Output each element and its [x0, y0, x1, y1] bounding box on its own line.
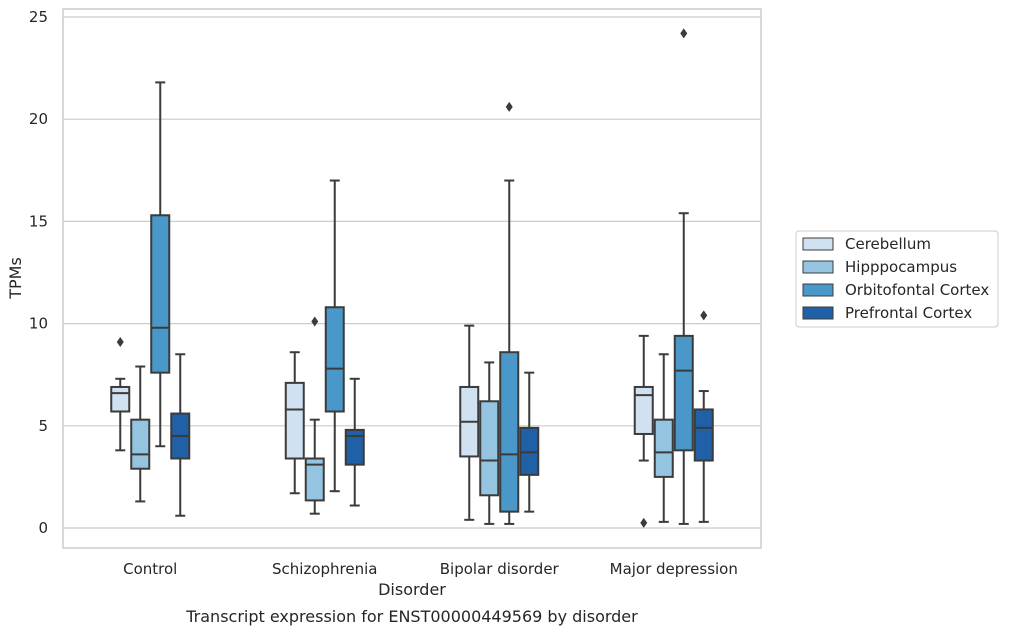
box-prefrontal-cortex-1 [344, 377, 365, 507]
boxes-layer [110, 28, 714, 528]
legend-swatch [802, 237, 834, 251]
box-cerebellum-3 [633, 334, 654, 528]
box-prefrontal-cortex-2 [519, 371, 540, 513]
y-tick-label: 5 [38, 417, 48, 435]
box-iqr [304, 457, 325, 502]
box-iqr [150, 214, 171, 374]
plot-area-frame [62, 8, 762, 549]
box-iqr [479, 400, 500, 497]
box-prefrontal-cortex-0 [170, 353, 191, 517]
box-hipppocampus-1 [304, 316, 325, 515]
y-axis-label: TPMs [6, 257, 25, 300]
box-iqr [110, 385, 131, 413]
legend-label: Prefrontal Cortex [845, 304, 972, 322]
x-axis-label: Disorder [378, 580, 446, 599]
box-iqr [324, 306, 345, 413]
box-hipppocampus-2 [479, 361, 500, 525]
legend-swatch [802, 260, 834, 274]
outlier-point [700, 310, 708, 321]
box-iqr [344, 428, 365, 466]
chart-caption: Transcript expression for ENST0000044956… [185, 607, 638, 626]
legend-swatch [802, 283, 834, 297]
box-orbitofontal-cortex-0 [150, 81, 171, 448]
y-tick-label: 0 [38, 519, 48, 537]
box-iqr [499, 351, 520, 513]
legend-label: Hipppocampus [845, 258, 957, 276]
legend-frame [795, 230, 999, 328]
x-tick-label: Control [123, 560, 177, 578]
box-prefrontal-cortex-3 [693, 310, 714, 523]
outlier-point [311, 316, 319, 327]
box-hipppocampus-3 [653, 353, 674, 523]
legend: Cerebellum Hipppocampus Orbitofontal Corte… [795, 230, 999, 328]
legend-label: Cerebellum [845, 235, 931, 253]
x-tick-label: Bipolar disorder [440, 560, 560, 578]
box-iqr [653, 418, 674, 478]
box-iqr [130, 418, 151, 470]
outlier-point [505, 101, 513, 112]
box-orbitofontal-cortex-3 [673, 28, 694, 525]
box-cerebellum-1 [284, 351, 305, 495]
box-hipppocampus-0 [130, 365, 151, 503]
y-tick-label: 10 [29, 315, 48, 333]
box-iqr [519, 426, 540, 476]
y-axis-ticks: 0 5 10 15 20 25 [29, 8, 48, 537]
outlier-point [680, 28, 688, 39]
box-iqr [673, 334, 694, 452]
box-iqr [693, 408, 714, 462]
outlier-point [116, 336, 124, 347]
box-iqr [284, 381, 305, 460]
legend-swatch [802, 306, 834, 320]
box-cerebellum-0 [110, 336, 131, 452]
x-tick-label: Schizophrenia [272, 560, 377, 578]
x-axis-ticks: Control Schizophrenia Bipolar disorder Majo… [123, 560, 738, 578]
box-cerebellum-2 [459, 324, 480, 521]
box-iqr [633, 385, 654, 435]
outlier-point [640, 517, 648, 528]
box-orbitofontal-cortex-2 [499, 101, 520, 525]
legend-label: Orbitofontal Cortex [845, 281, 989, 299]
y-tick-label: 20 [29, 110, 48, 128]
y-tick-label: 25 [29, 8, 48, 26]
x-tick-label: Major depression [610, 560, 738, 578]
y-tick-label: 15 [29, 212, 48, 230]
box-orbitofontal-cortex-1 [324, 179, 345, 493]
